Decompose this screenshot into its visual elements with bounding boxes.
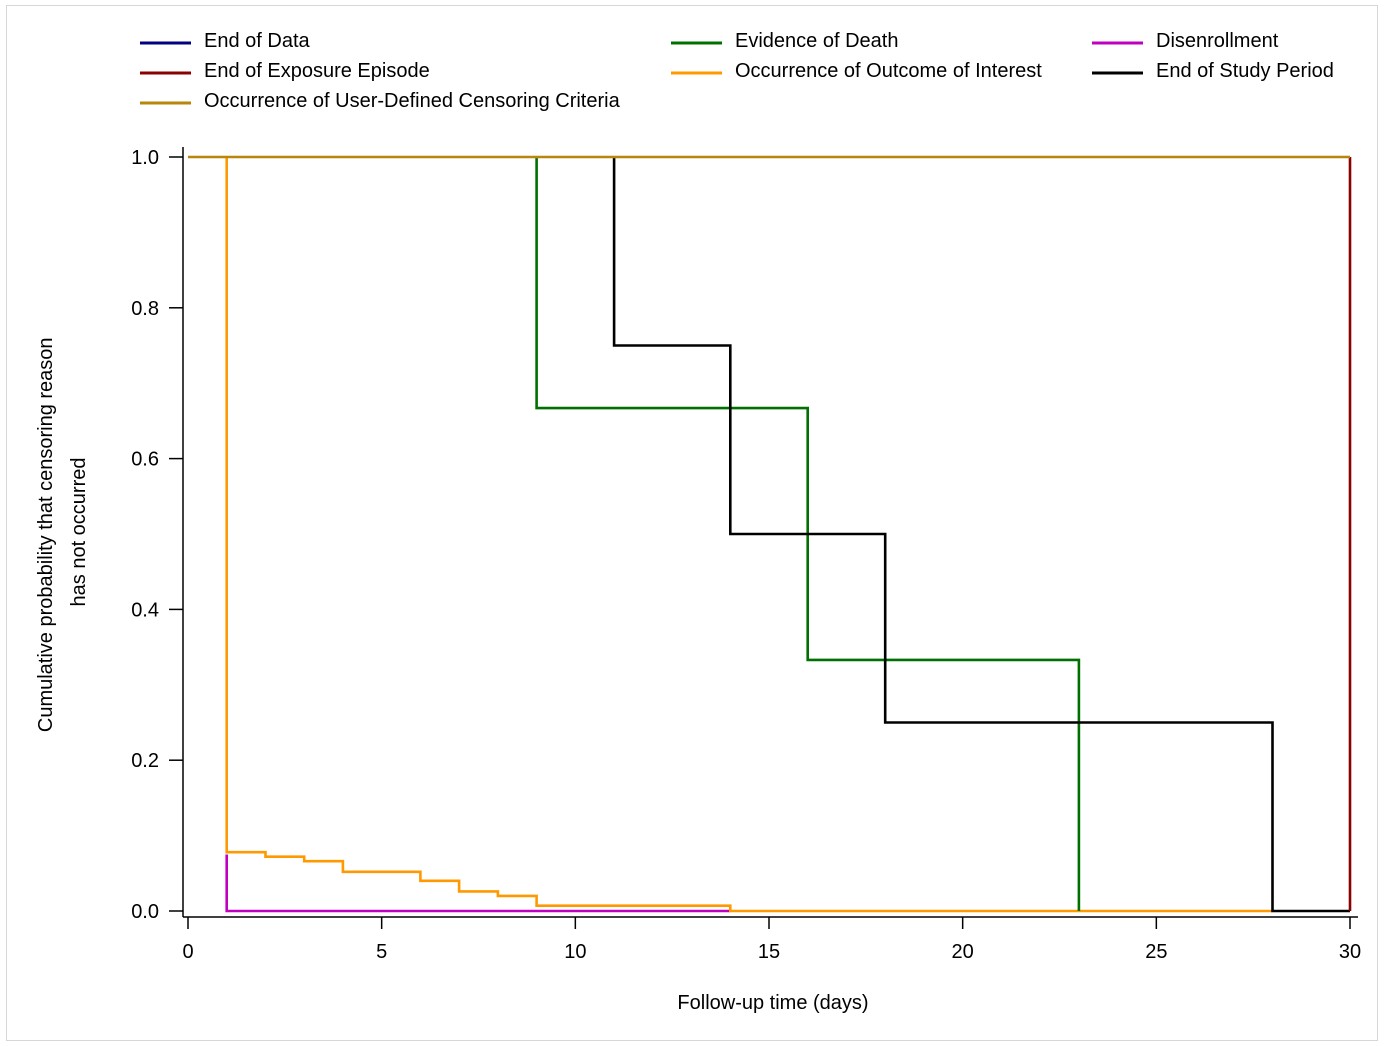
legend-item: End of Exposure Episode [140,60,430,82]
legend-item: End of Study Period [1092,60,1334,82]
x-tick-label: 10 [564,941,586,963]
axes [182,147,1358,918]
y-axis-title-line-2: has not occurred [68,458,90,607]
ticks: 0 5 10 15 20 25 30 0.0 0.2 0.4 0.6 0.8 1.0 [131,147,1361,963]
legend-item: End of Data [140,30,311,52]
legend: End of Data Evidence of Death Disenrollmen… [140,30,1334,112]
x-tick-label: 15 [758,941,780,963]
series-line-occurrence-of-outcome-of-interest [225,157,1273,913]
y-tick-label: 0.4 [131,599,159,621]
y-tick-label: 1.0 [131,147,159,169]
y-axis-title: Cumulative probability that censoring re… [35,332,90,732]
chart-frame [6,5,1378,1041]
x-tick-label: 20 [952,941,974,963]
series-line-end-of-study-period [612,157,1350,913]
series-line-disenrollment [225,854,731,913]
legend-item: Evidence of Death [671,30,898,52]
y-tick-label: 0.2 [131,750,159,772]
legend-label: Occurrence of User-Defined Censoring Cri… [204,90,621,112]
y-tick-label: 0.6 [131,449,159,471]
legend-label: Evidence of Death [735,30,898,52]
x-tick-label: 30 [1339,941,1361,963]
legend-item: Occurrence of Outcome of Interest [671,60,1042,82]
x-tick-label: 25 [1145,941,1167,963]
legend-item: Occurrence of User-Defined Censoring Cri… [140,90,621,112]
legend-label: End of Study Period [1156,60,1334,82]
plot-area [188,155,1352,913]
x-tick-label: 0 [182,941,193,963]
y-tick-label: 0.8 [131,298,159,320]
y-axis-title-line-1: Cumulative probability that censoring re… [35,337,57,732]
legend-item: Disenrollment [1092,30,1279,52]
legend-label: End of Data [204,30,311,52]
legend-label: Occurrence of Outcome of Interest [735,60,1042,82]
x-axis-title: Follow-up time (days) [677,992,868,1014]
legend-label: End of Exposure Episode [204,60,430,82]
y-tick-label: 0.0 [131,901,159,923]
x-tick-label: 5 [376,941,387,963]
legend-label: Disenrollment [1156,30,1279,52]
